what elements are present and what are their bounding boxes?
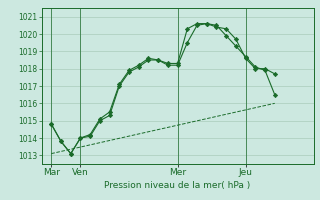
X-axis label: Pression niveau de la mer( hPa ): Pression niveau de la mer( hPa ) — [104, 181, 251, 190]
